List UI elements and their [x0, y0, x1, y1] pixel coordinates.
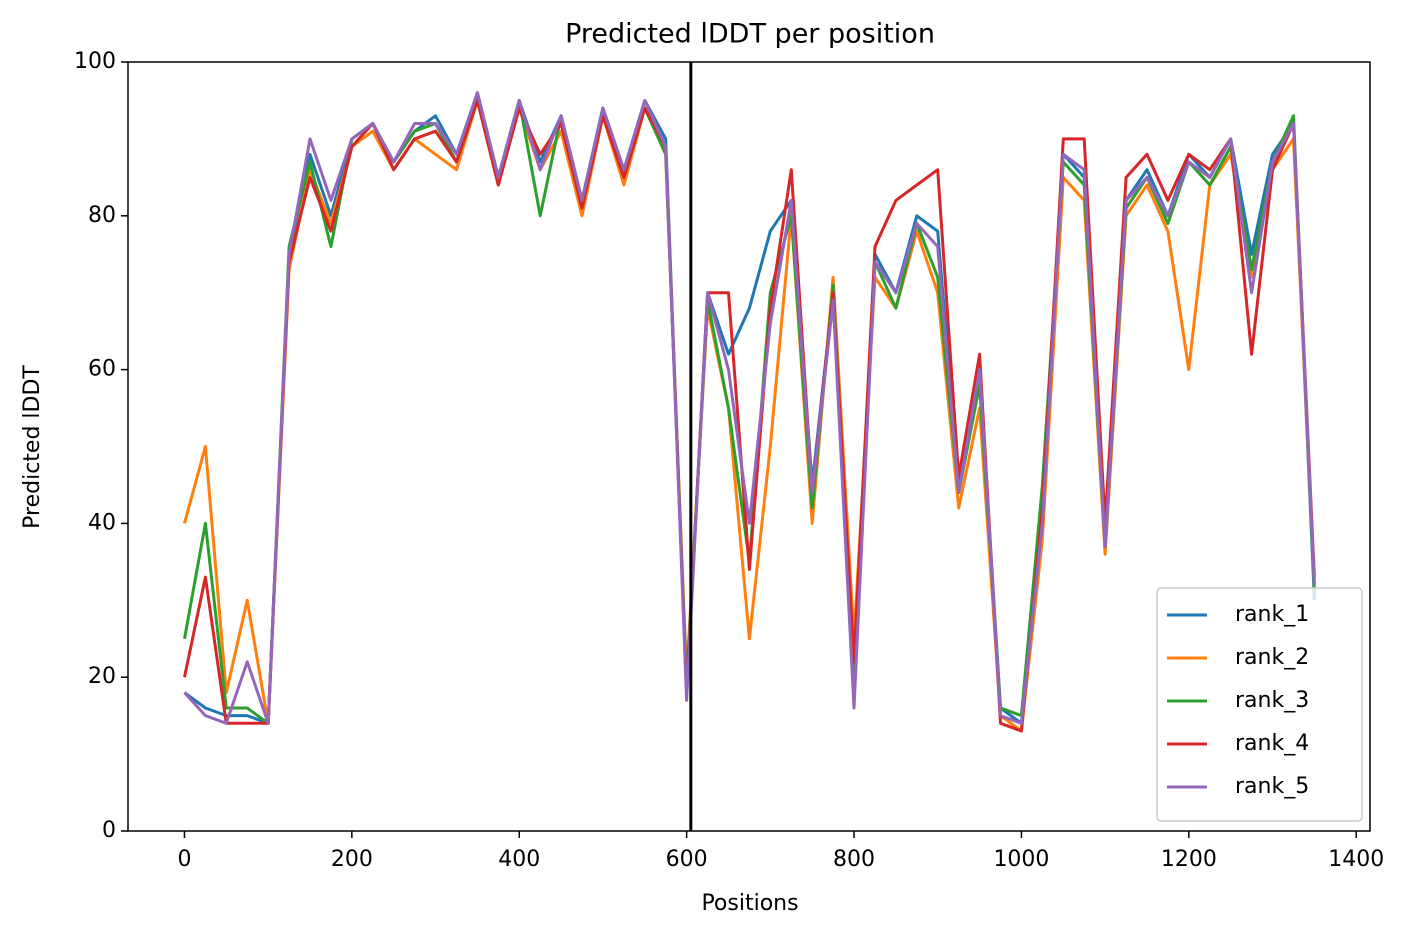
- x-tick-label: 1200: [1161, 847, 1217, 872]
- x-tick-label: 800: [833, 847, 875, 872]
- series-line: [183, 99, 1316, 733]
- legend-label: rank_3: [1235, 688, 1309, 713]
- y-tick-label: 40: [88, 510, 116, 535]
- legend-label: rank_5: [1235, 774, 1309, 799]
- y-tick-label: 0: [102, 818, 116, 843]
- y-tick-label: 60: [88, 357, 116, 382]
- series-line: [183, 91, 1316, 725]
- chart-title: Predicted lDDT per position: [565, 19, 935, 50]
- legend-label: rank_2: [1235, 645, 1309, 670]
- legend-label: rank_4: [1235, 731, 1309, 756]
- legend-box: [1156, 587, 1363, 822]
- legend: rank_1 rank_2 rank_3 rank_4 rank_5: [1156, 587, 1363, 822]
- x-tick-label: 400: [498, 847, 540, 872]
- x-tick-label: 0: [177, 847, 191, 872]
- x-axis-label: Positions: [701, 891, 798, 916]
- y-tick-label: 80: [88, 203, 116, 228]
- y-tick-label: 100: [74, 49, 116, 74]
- x-tick-label: 1400: [1328, 847, 1384, 872]
- plot-frame: [127, 61, 1371, 832]
- legend-label: rank_1: [1235, 602, 1309, 627]
- y-axis-label: Predicted lDDT: [20, 365, 45, 529]
- x-tick-label: 1000: [993, 847, 1049, 872]
- y-tick-label: 20: [88, 664, 116, 689]
- x-tick-label: 200: [331, 847, 373, 872]
- x-tick-label: 600: [666, 847, 708, 872]
